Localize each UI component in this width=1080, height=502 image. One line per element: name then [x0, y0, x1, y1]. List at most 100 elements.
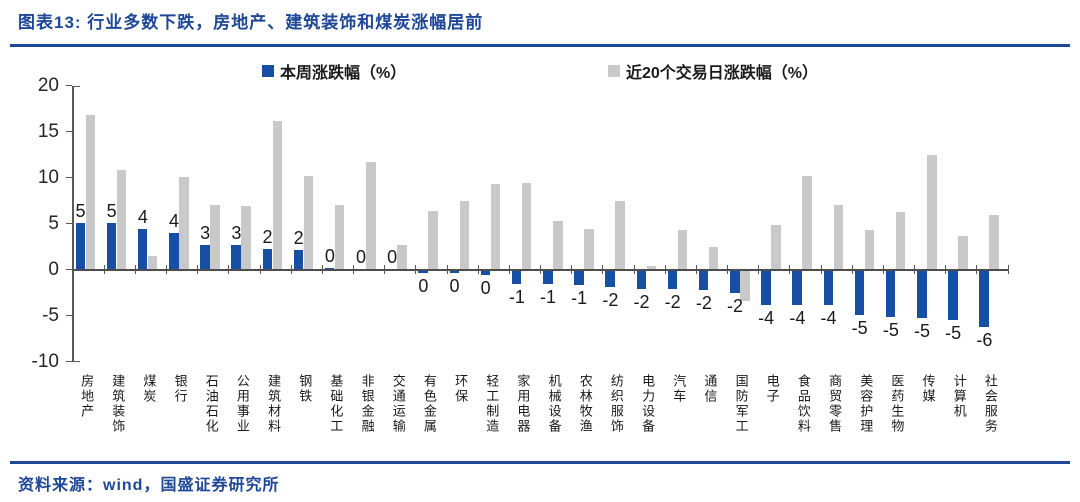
bar-20d-28	[958, 236, 968, 270]
y-axis-line	[72, 85, 74, 362]
bar-week-29	[979, 270, 989, 327]
bar-week-17	[605, 270, 615, 288]
value-label-21: -2	[726, 295, 744, 316]
value-label-19: -2	[664, 291, 681, 312]
value-label-18: -2	[633, 291, 650, 312]
bar-week-2	[137, 229, 148, 270]
category-label-17: 纺织服饰	[608, 373, 624, 434]
category-label-20: 通信	[702, 373, 718, 404]
category-label-25: 美容护理	[858, 373, 874, 434]
bar-20d-9	[366, 161, 376, 270]
value-label-7: 2	[293, 228, 304, 249]
value-label-5: 3	[231, 222, 242, 243]
bar-20d-1	[116, 170, 127, 270]
footer-divider	[10, 461, 1070, 464]
category-label-7: 钢铁	[297, 373, 313, 404]
bar-20d-21	[740, 270, 750, 301]
bar-week-6	[262, 249, 272, 270]
y-tick	[66, 268, 72, 271]
bar-week-23	[792, 270, 802, 306]
bar-20d-5	[241, 206, 251, 270]
value-label-20: -2	[695, 292, 712, 313]
value-label-12: 0	[449, 276, 460, 297]
category-label-28: 计算机	[951, 373, 967, 419]
y-tick	[66, 314, 72, 317]
y-tick	[66, 176, 72, 179]
value-label-11: 0	[418, 276, 429, 297]
y-tick	[66, 84, 72, 87]
category-label-2: 煤炭	[141, 373, 157, 404]
bar-week-27	[917, 270, 927, 319]
bar-20d-4	[210, 205, 220, 270]
category-label-10: 交通运输	[390, 373, 406, 434]
y-tick-label: -5	[42, 304, 59, 326]
category-label-0: 房地产	[79, 373, 95, 419]
category-label-3: 银行	[172, 373, 188, 404]
y-tick-label: 0	[48, 258, 59, 280]
bar-week-14	[511, 270, 522, 285]
legend-label-week: 本周涨跌幅（%）	[280, 65, 407, 82]
value-label-22: -4	[758, 307, 775, 328]
bar-20d-22	[771, 225, 781, 270]
bar-20d-6	[272, 121, 282, 270]
category-label-23: 食品饮料	[795, 373, 811, 434]
value-label-14: -1	[508, 287, 525, 308]
bar-week-28	[948, 270, 958, 321]
bar-20d-19	[677, 229, 688, 270]
bar-20d-15	[553, 220, 563, 270]
bar-week-21	[730, 270, 740, 293]
legend-item-week: 本周涨跌幅（%）	[262, 61, 407, 82]
value-label-17: -2	[602, 290, 619, 311]
value-label-2: 4	[137, 207, 148, 228]
bar-20d-27	[927, 154, 937, 270]
y-axis-bottom-foot	[72, 360, 80, 362]
value-label-29: -6	[976, 329, 993, 350]
title-divider	[10, 44, 1070, 47]
value-label-25: -5	[851, 317, 868, 338]
legend-label-20d: 近20个交易日涨跌幅（%）	[626, 65, 819, 82]
bar-week-24	[823, 270, 833, 306]
category-label-22: 电子	[764, 373, 780, 404]
y-tick-label: 15	[37, 120, 59, 142]
bar-20d-29	[989, 215, 999, 270]
category-label-12: 环保	[453, 373, 469, 404]
bar-20d-20	[708, 247, 719, 270]
value-label-23: -4	[789, 308, 806, 329]
chart-title: 图表13: 行业多数下跌，房地产、建筑装饰和煤炭涨幅居前	[18, 13, 484, 32]
bar-20d-18	[646, 265, 656, 270]
value-label-3: 4	[168, 210, 180, 231]
legend-swatch-20d-icon	[608, 65, 620, 77]
bar-20d-16	[584, 229, 594, 270]
bar-week-0	[75, 222, 85, 270]
bar-week-12	[449, 270, 459, 274]
bar-week-7	[293, 250, 304, 270]
category-label-13: 轻工制造	[484, 373, 500, 434]
category-label-14: 家用电器	[515, 373, 531, 434]
category-label-4: 石油石化	[203, 373, 219, 434]
value-label-4: 3	[200, 222, 211, 243]
bar-20d-11	[428, 210, 438, 270]
y-tick	[66, 130, 72, 133]
bar-20d-17	[615, 200, 625, 270]
value-label-0: 5	[75, 200, 86, 221]
y-tick-label: -10	[31, 350, 59, 372]
category-label-19: 汽车	[671, 373, 687, 404]
bar-week-22	[761, 270, 771, 305]
value-label-16: -1	[571, 288, 588, 309]
category-label-18: 电力设备	[640, 373, 656, 434]
bar-week-1	[106, 222, 117, 270]
category-label-16: 农林牧渔	[577, 373, 593, 434]
value-label-10: 0	[387, 246, 398, 267]
bar-week-11	[418, 270, 428, 274]
bar-week-18	[636, 270, 646, 289]
value-label-8: 0	[324, 245, 335, 266]
value-label-28: -5	[945, 323, 962, 344]
category-label-11: 有色金属	[421, 373, 437, 434]
category-label-5: 公用事业	[234, 373, 250, 434]
category-label-24: 商贸零售	[827, 373, 843, 434]
y-tick-label: 10	[37, 166, 59, 188]
category-label-6: 建筑材料	[266, 373, 282, 434]
bar-20d-25	[864, 229, 875, 270]
x-zero-line	[72, 268, 1008, 271]
